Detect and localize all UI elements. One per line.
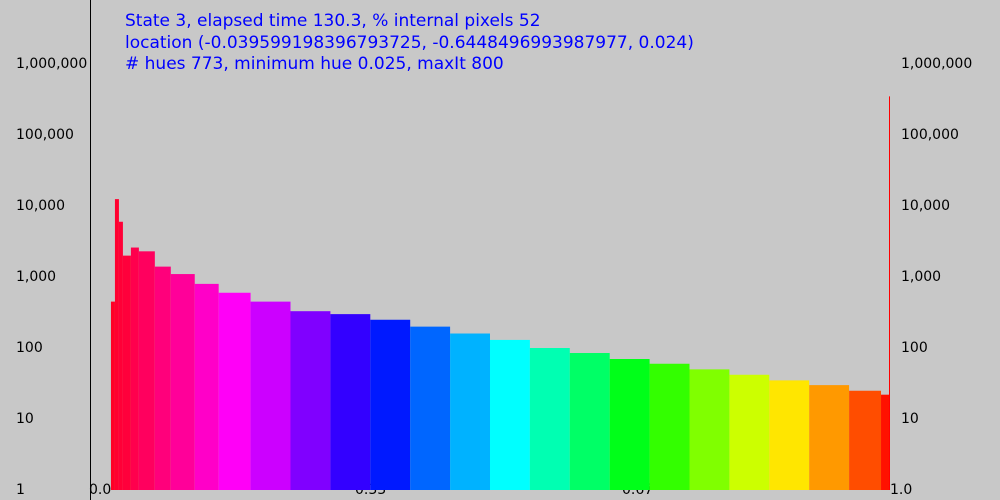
location-line: location (-0.039599198396793725, -0.6448… <box>125 33 694 53</box>
histogram-bar <box>194 283 219 490</box>
y-tick-left-1: 1 <box>16 482 25 498</box>
y-tick-right-1000: 1,000 <box>901 269 942 285</box>
y-tick-right-10: 10 <box>901 411 919 427</box>
histogram-bar <box>889 96 890 491</box>
histogram-bar <box>130 247 139 490</box>
x-tick-0: 0.0 <box>89 482 112 498</box>
histogram-bars <box>110 96 890 491</box>
histogram-bar <box>609 359 650 490</box>
y-tick-right-100: 100 <box>901 340 928 356</box>
histogram-bar <box>689 369 730 490</box>
histogram-bar <box>110 301 115 490</box>
histogram-bar <box>114 199 119 490</box>
y-tick-left-1000: 1,000 <box>16 269 57 285</box>
histogram-bar <box>529 348 570 490</box>
histogram-bar <box>769 380 810 490</box>
histogram-bar <box>849 390 882 490</box>
histogram-bar <box>290 311 331 490</box>
histogram-bar <box>490 339 530 490</box>
histogram-bar <box>809 385 850 490</box>
histogram-bar <box>330 314 371 490</box>
histogram-bar <box>410 326 451 490</box>
histogram-bar <box>138 251 155 490</box>
histogram-bar <box>250 301 291 490</box>
hues-line: # hues 773, minimum hue 0.025, maxIt 800 <box>125 54 504 74</box>
histogram-bar <box>170 274 195 490</box>
y-tick-right-1000000: 1,000,000 <box>901 56 973 72</box>
y-tick-left-100000: 100,000 <box>16 127 74 143</box>
status-line: State 3, elapsed time 130.3, % internal … <box>125 11 541 31</box>
histogram-bar <box>881 394 889 490</box>
histogram-bar <box>649 363 690 490</box>
histogram-bar <box>118 221 123 490</box>
y-tick-left-10: 10 <box>16 411 34 427</box>
histogram-bar <box>729 374 770 490</box>
histogram-bar <box>569 353 610 490</box>
x-tick-1: 1.0 <box>890 482 913 498</box>
y-tick-left-10000: 10,000 <box>16 198 65 214</box>
histogram-bar <box>370 319 411 490</box>
histogram-bar <box>122 255 131 490</box>
y-tick-right-10000: 10,000 <box>901 198 950 214</box>
y-tick-left-1000000: 1,000,000 <box>16 56 88 72</box>
y-tick-right-100000: 100,000 <box>901 127 959 143</box>
histogram-bar <box>154 266 171 490</box>
histogram-bar <box>450 333 490 490</box>
histogram-bar <box>218 292 251 490</box>
y-tick-left-100: 100 <box>16 340 43 356</box>
